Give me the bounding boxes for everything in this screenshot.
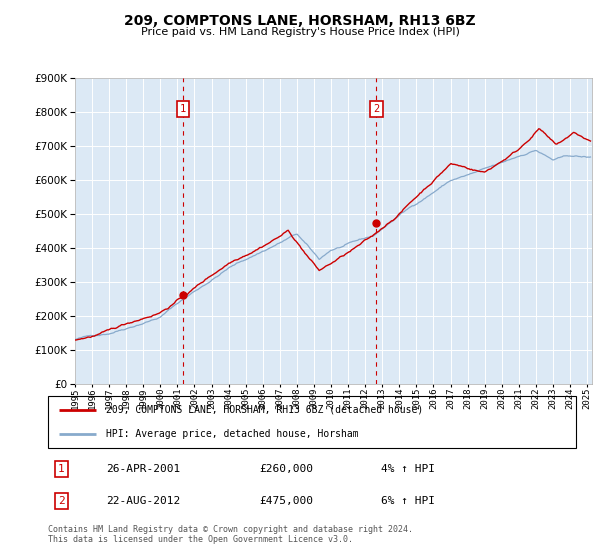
Text: 2: 2	[58, 496, 65, 506]
Text: 1: 1	[58, 464, 65, 474]
Text: Price paid vs. HM Land Registry's House Price Index (HPI): Price paid vs. HM Land Registry's House …	[140, 27, 460, 38]
Text: £260,000: £260,000	[259, 464, 313, 474]
Text: 2: 2	[373, 104, 379, 114]
Text: HPI: Average price, detached house, Horsham: HPI: Average price, detached house, Hors…	[106, 429, 359, 439]
Text: 1: 1	[180, 104, 186, 114]
Text: 209, COMPTONS LANE, HORSHAM, RH13 6BZ: 209, COMPTONS LANE, HORSHAM, RH13 6BZ	[124, 14, 476, 28]
Text: 209, COMPTONS LANE, HORSHAM, RH13 6BZ (detached house): 209, COMPTONS LANE, HORSHAM, RH13 6BZ (d…	[106, 405, 424, 415]
Text: 4% ↑ HPI: 4% ↑ HPI	[380, 464, 434, 474]
Text: Contains HM Land Registry data © Crown copyright and database right 2024.
This d: Contains HM Land Registry data © Crown c…	[48, 525, 413, 544]
Text: 22-AUG-2012: 22-AUG-2012	[106, 496, 181, 506]
Text: £475,000: £475,000	[259, 496, 313, 506]
Text: 6% ↑ HPI: 6% ↑ HPI	[380, 496, 434, 506]
Text: 26-APR-2001: 26-APR-2001	[106, 464, 181, 474]
